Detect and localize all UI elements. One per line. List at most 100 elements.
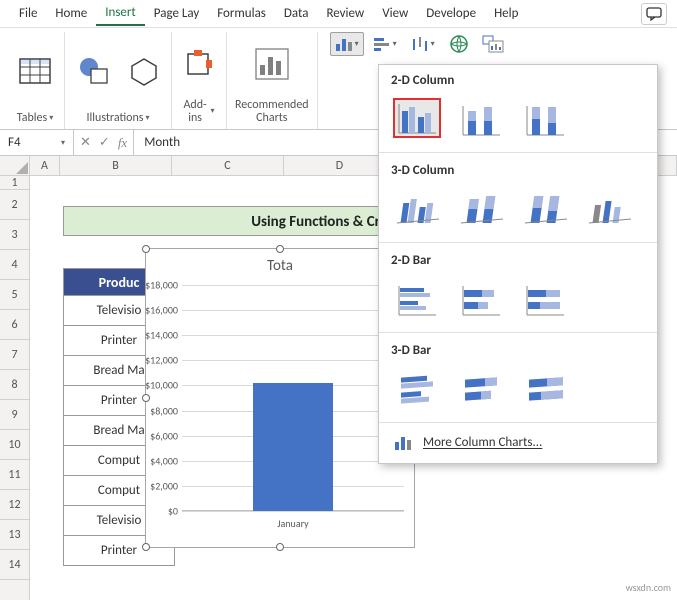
- section-2d-column: 2-D Column: [379, 65, 657, 92]
- menu-data[interactable]: Data: [275, 2, 318, 25]
- name-box[interactable]: F4▾: [0, 130, 74, 155]
- ribbon-group-recommended-charts: Recommended Charts: [227, 32, 318, 129]
- stock-chart-dropdown[interactable]: ▾: [406, 32, 440, 56]
- row-1[interactable]: 1: [0, 176, 29, 190]
- row-14[interactable]: 14: [0, 550, 29, 580]
- chevron-down-icon: ▾: [61, 138, 65, 148]
- row-13[interactable]: 13: [0, 520, 29, 550]
- chart-y-tick: $18,000: [145, 279, 178, 292]
- comments-button[interactable]: [641, 3, 667, 25]
- hexagon-icon: [129, 55, 159, 87]
- clustered-column-option[interactable]: [393, 98, 441, 138]
- tables-button[interactable]: [14, 53, 56, 89]
- watermark: wsxdn.com: [626, 581, 671, 594]
- chart-bar: [253, 383, 333, 511]
- row-12[interactable]: 12: [0, 490, 29, 520]
- bar-chart-icon: [373, 36, 391, 52]
- addins-button[interactable]: [180, 46, 218, 82]
- menu-view[interactable]: View: [373, 2, 417, 25]
- clustered-bar-3d-option[interactable]: [393, 368, 441, 408]
- chart-y-tick: $12,000: [145, 354, 178, 367]
- models-button[interactable]: [125, 53, 163, 89]
- row-2[interactable]: 2: [0, 190, 29, 220]
- chart-y-tick: $14,000: [145, 329, 178, 342]
- menu-developer[interactable]: Develope: [417, 2, 485, 25]
- column-chart-dropdown[interactable]: ▾: [330, 32, 364, 56]
- more-column-charts[interactable]: More Column Charts...: [379, 425, 657, 459]
- clustered-bar-option[interactable]: [393, 278, 441, 318]
- shapes-button[interactable]: [73, 53, 115, 89]
- clustered-column-3d-option[interactable]: [393, 188, 441, 228]
- embedded-chart[interactable]: Tota January $0$2,000$4,000$6,000$8,000$…: [145, 248, 415, 548]
- chart-y-tick: $6,000: [150, 429, 178, 442]
- chart-y-tick: $2,000: [150, 479, 178, 492]
- chart-y-tick: $8,000: [150, 404, 178, 417]
- chart-y-tick: $10,000: [145, 379, 178, 392]
- menu-file[interactable]: File: [10, 2, 46, 25]
- pivotchart-button[interactable]: [478, 32, 508, 56]
- fx-icon[interactable]: fx: [118, 135, 127, 151]
- recommended-chart-icon: [254, 47, 290, 81]
- menu-help[interactable]: Help: [485, 2, 527, 25]
- row-8[interactable]: 8: [0, 370, 29, 400]
- chart-plot-area: January $0$2,000$4,000$6,000$8,000$10,00…: [182, 285, 404, 511]
- row-9[interactable]: 9: [0, 400, 29, 430]
- chart-y-tick: $16,000: [145, 304, 178, 317]
- column-chart-icon: [335, 36, 353, 52]
- stock-chart-icon: [411, 36, 429, 52]
- stacked-column-3d-option[interactable]: [457, 188, 505, 228]
- column-3d-option[interactable]: [585, 188, 633, 228]
- stacked100-bar-option[interactable]: [521, 278, 569, 318]
- resize-handle[interactable]: [276, 543, 284, 551]
- menu-pagelayout[interactable]: Page Lay: [145, 2, 208, 25]
- resize-handle[interactable]: [142, 394, 150, 402]
- enter-icon[interactable]: ✓: [99, 135, 110, 150]
- select-all-corner[interactable]: [0, 156, 30, 175]
- stacked-bar-option[interactable]: [457, 278, 505, 318]
- chart-y-tick: $0: [168, 505, 178, 518]
- section-3d-column: 3-D Column: [379, 155, 657, 182]
- menu-insert[interactable]: Insert: [96, 1, 145, 26]
- addin-icon: [184, 48, 214, 80]
- stacked100-column-option[interactable]: [521, 98, 569, 138]
- ribbon-group-tables: Tables▾: [6, 32, 65, 129]
- resize-handle[interactable]: [142, 543, 150, 551]
- resize-handle[interactable]: [276, 245, 284, 253]
- row-4[interactable]: 4: [0, 250, 29, 280]
- recommended-label: Recommended Charts: [235, 97, 309, 129]
- row-3[interactable]: 3: [0, 220, 29, 250]
- chart-title: Tota: [146, 249, 414, 279]
- more-column-charts-label: More Column Charts...: [423, 435, 542, 450]
- menu-review[interactable]: Review: [317, 2, 373, 25]
- stacked-column-option[interactable]: [457, 98, 505, 138]
- col-c[interactable]: C: [172, 156, 284, 175]
- chart-y-tick: $4,000: [150, 454, 178, 467]
- col-b[interactable]: B: [60, 156, 172, 175]
- column-chart-icon: [393, 433, 413, 451]
- row-11[interactable]: 11: [0, 460, 29, 490]
- stacked100-bar-3d-option[interactable]: [521, 368, 569, 408]
- cancel-icon[interactable]: ✕: [80, 135, 91, 150]
- chart-type-dropdown-panel: 2-D Column 3-D Column 2-D Bar: [378, 64, 658, 464]
- menu-formulas[interactable]: Formulas: [208, 2, 275, 25]
- row-6[interactable]: 6: [0, 310, 29, 340]
- globe-icon: [448, 34, 470, 54]
- maps-button[interactable]: [444, 32, 474, 56]
- col-a[interactable]: A: [30, 156, 60, 175]
- row-10[interactable]: 10: [0, 430, 29, 460]
- ribbon-group-addins: Add- ins ▾: [172, 32, 227, 129]
- menu-home[interactable]: Home: [46, 2, 96, 25]
- menu-bar: File Home Insert Page Lay Formulas Data …: [0, 0, 677, 28]
- bar-chart-dropdown[interactable]: ▾: [368, 32, 402, 56]
- tables-label: Tables: [17, 111, 47, 125]
- row-5[interactable]: 5: [0, 280, 29, 310]
- chart-x-label: January: [182, 511, 404, 530]
- recommended-charts-button[interactable]: [250, 45, 294, 83]
- chevron-down-icon: ▾: [145, 113, 149, 123]
- stacked100-column-3d-option[interactable]: [521, 188, 569, 228]
- resize-handle[interactable]: [142, 245, 150, 253]
- shapes-icon: [77, 55, 111, 87]
- row-7[interactable]: 7: [0, 340, 29, 370]
- stacked-bar-3d-option[interactable]: [457, 368, 505, 408]
- chevron-down-icon: ▾: [49, 113, 53, 123]
